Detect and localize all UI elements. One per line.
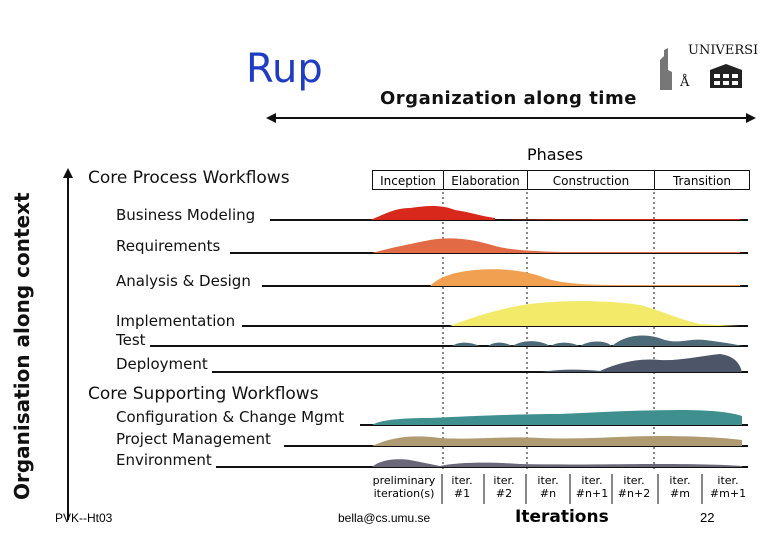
- iteration-m: iter. #m: [669, 474, 691, 500]
- requirements-hump: [372, 238, 740, 253]
- environment-band: [372, 459, 742, 467]
- iteration-m-plus-1: iter. #m+1: [709, 474, 747, 500]
- svg-text:UNIVERSI: UNIVERSI: [688, 43, 758, 58]
- workflow-requirements: Requirements: [116, 237, 221, 255]
- organization-time-label: Organization along time: [380, 88, 637, 109]
- workflow-config-change: Configuration & Change Mgmt: [116, 408, 345, 426]
- svg-text:Å: Å: [679, 74, 690, 90]
- iterations-row: preliminary iteration(s) iter. #1 iter. #2 …: [368, 474, 750, 504]
- analysis-design-hump: [430, 269, 740, 286]
- phase-transition: Transition: [654, 170, 750, 190]
- config-change-band: [372, 410, 742, 425]
- project-mgmt-band: [372, 436, 742, 446]
- slide-title: Rup: [246, 46, 323, 92]
- workflow-deployment: Deployment: [116, 355, 208, 373]
- footer-email: bella@cs.umu.se: [338, 511, 431, 525]
- test-hump: [452, 335, 742, 346]
- core-process-heading: Core Process Workflows: [88, 168, 290, 188]
- iteration-2: iter. #2: [493, 474, 515, 500]
- iteration-n-plus-2: iter. #n+2: [617, 474, 651, 500]
- workflow-analysis-design: Analysis & Design: [116, 272, 251, 290]
- iteration-preliminary: preliminary iteration(s): [372, 474, 436, 500]
- phase-inception: Inception: [372, 170, 444, 190]
- workflow-implementation: Implementation: [116, 312, 236, 330]
- deployment-hump: [540, 354, 742, 372]
- page-number: 22: [700, 510, 715, 525]
- workflow-environment: Environment: [116, 451, 212, 469]
- phase-construction: Construction: [527, 170, 655, 190]
- phase-elaboration: Elaboration: [443, 170, 528, 190]
- workflow-project-mgmt: Project Management: [116, 430, 271, 448]
- phases-label: Phases: [527, 145, 584, 164]
- business-modeling-hump: [370, 206, 495, 220]
- business-modeling-tail: [495, 219, 740, 220]
- implementation-hump: [450, 301, 740, 326]
- iteration-1: iter. #1: [451, 474, 473, 500]
- university-logo: UNIVERSI Å: [650, 40, 760, 100]
- workflow-business-modeling: Business Modeling: [116, 206, 256, 224]
- core-supporting-heading: Core Supporting Workflows: [88, 384, 319, 404]
- workflow-test: Test: [116, 331, 146, 349]
- iteration-n-plus-1: iter. #n+1: [575, 474, 609, 500]
- iterations-label: Iterations: [515, 507, 609, 527]
- iteration-n: iter. #n: [537, 474, 559, 500]
- footer-course-code: PVK--Ht03: [55, 511, 113, 525]
